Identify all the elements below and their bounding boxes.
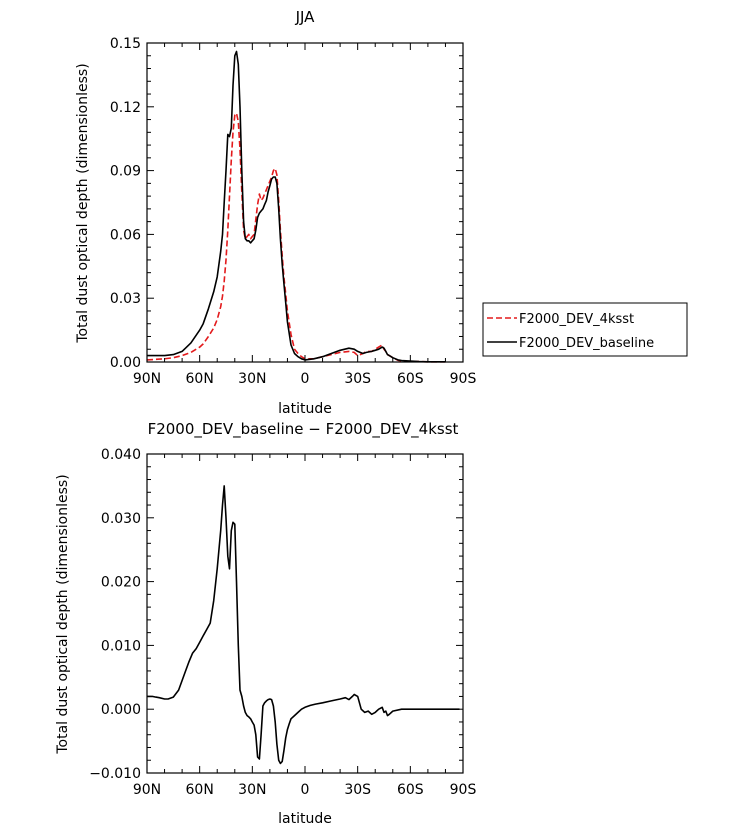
top-series-f2000-dev-baseline <box>147 50 446 363</box>
bottom-y-tick-label: 0.040 <box>101 447 141 463</box>
top-x-tick-label: 60N <box>186 371 214 387</box>
top-x-tick-label: 0 <box>301 371 310 387</box>
top-plot-frame <box>146 42 464 363</box>
top-y-tick-label: 0.09 <box>110 164 141 180</box>
bottom-difference-line <box>147 485 460 765</box>
bottom-y-tick-label: 0.010 <box>101 638 141 654</box>
top-y-tick-label: 0.06 <box>110 227 141 243</box>
top-x-axis-label: latitude <box>278 401 332 417</box>
bottom-x-tick-label: 60S <box>397 782 424 798</box>
top-series-f2000-dev-4ksst <box>146 112 446 363</box>
bottom-y-tick-label: 0.030 <box>101 511 141 527</box>
legend: F2000_DEV_4ksst F2000_DEV_baseline <box>482 302 688 357</box>
bottom-x-tick-label: 30N <box>238 782 266 798</box>
top-x-tick-label: 30S <box>344 371 371 387</box>
legend-label-4ksst: F2000_DEV_4ksst <box>519 312 634 327</box>
top-chart-title: JJA <box>295 8 316 26</box>
bottom-panel: F2000_DEV_baseline − F2000_DEV_4ksst 90N… <box>55 420 476 827</box>
top-y-tick-label: 0.03 <box>110 291 141 307</box>
top-x-tick-label: 30N <box>238 371 266 387</box>
top-x-tick-label: 90N <box>133 371 161 387</box>
bottom-x-tick-label: 90S <box>450 782 477 798</box>
bottom-y-tick-label: 0.020 <box>101 575 141 591</box>
top-y-tick-label: 0.12 <box>110 100 141 116</box>
top-y-axis-label: Total dust optical depth (dimensionless) <box>75 63 91 343</box>
top-y-tick-label: 0.00 <box>110 355 141 371</box>
bottom-y-tick-label: 0.000 <box>101 702 141 718</box>
bottom-x-tick-label: 90N <box>133 782 161 798</box>
top-x-tick-label: 90S <box>450 371 477 387</box>
bottom-plot-area: 90N 60N 30N 0 30S 60S 90S −0.010 0.000 0.010 0.020… <box>89 447 476 798</box>
bottom-x-axis-label: latitude <box>278 811 332 827</box>
top-x-tick-label: 60S <box>397 371 424 387</box>
top-panel: JJA 90N 60N 30N 0 30S 60S 90S 0.00 0.03 0.06 0.09 0… <box>75 8 688 417</box>
bottom-x-tick-label: 0 <box>301 782 310 798</box>
bottom-y-tick-label: −0.010 <box>89 766 141 782</box>
bottom-chart-title: F2000_DEV_baseline − F2000_DEV_4ksst <box>148 420 459 439</box>
top-plot-area: 90N 60N 30N 0 30S 60S 90S 0.00 0.03 0.06 0.09 0.12 0… <box>110 36 477 387</box>
legend-label-baseline: F2000_DEV_baseline <box>519 336 654 351</box>
bottom-x-tick-label: 60N <box>186 782 214 798</box>
bottom-x-tick-label: 30S <box>344 782 371 798</box>
bottom-plot-frame <box>146 453 464 774</box>
top-y-tick-label: 0.15 <box>110 36 141 52</box>
bottom-y-axis-label: Total dust optical depth (dimensionless) <box>55 474 71 754</box>
legend-box <box>482 302 688 357</box>
